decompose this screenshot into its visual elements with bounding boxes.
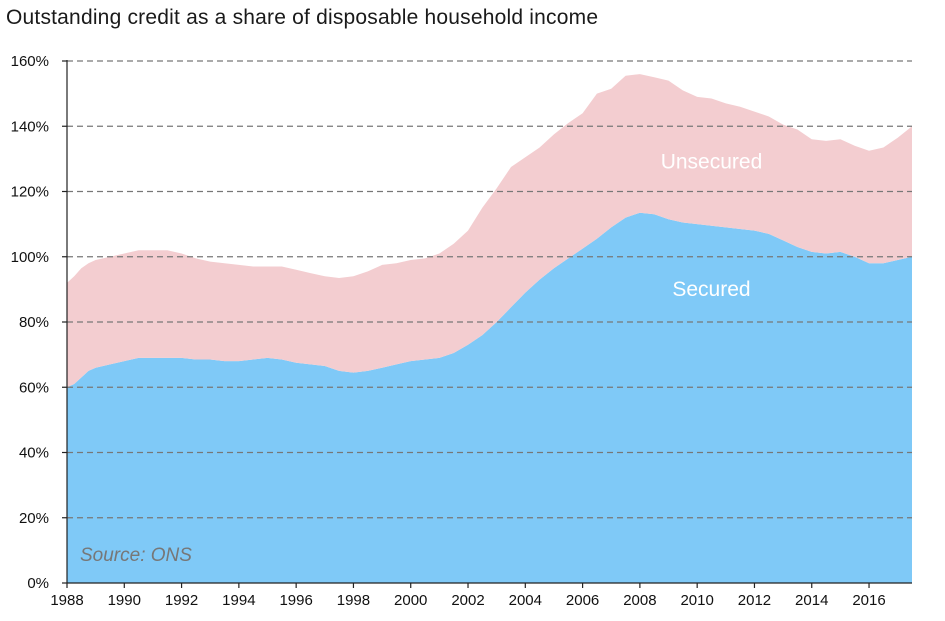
area-secured [67, 212, 912, 583]
series-label-unsecured: Unsecured [661, 151, 763, 174]
x-tick-label: 2000 [394, 592, 427, 609]
y-tick-label: 160% [11, 53, 49, 70]
x-tick-label: 2014 [795, 592, 828, 609]
series-label-secured: Secured [672, 278, 750, 301]
x-tick-label: 1996 [279, 592, 312, 609]
y-tick-labels: 0% 20% 40% 60% 80% 100% 120% 140% 160% [11, 53, 49, 592]
x-tick-label: 1990 [108, 592, 141, 609]
axes [62, 60, 912, 588]
area-unsecured [67, 74, 912, 388]
area-layer [67, 74, 912, 583]
x-tick-label: 1988 [50, 592, 83, 609]
x-tick-label: 2016 [852, 592, 885, 609]
chart-title: Outstanding credit as a share of disposa… [6, 6, 599, 29]
y-tick-label: 80% [19, 314, 49, 331]
y-tick-label: 60% [19, 379, 49, 396]
x-tick-label: 1994 [222, 592, 255, 609]
x-tick-label: 1992 [165, 592, 198, 609]
gridlines [67, 60, 912, 519]
x-tick-label: 2010 [680, 592, 713, 609]
x-tick-label: 2002 [451, 592, 484, 609]
y-tick-label: 100% [11, 249, 49, 266]
x-tick-label: 2004 [509, 592, 542, 609]
y-tick-label: 140% [11, 118, 49, 135]
x-tick-label: 1998 [337, 592, 370, 609]
series-labels: Secured Unsecured [661, 151, 763, 301]
y-tick-label: 40% [19, 445, 49, 462]
x-tick-label: 2012 [738, 592, 771, 609]
source-note: Source: ONS [80, 545, 192, 566]
x-tick-label: 2006 [566, 592, 599, 609]
y-tick-label: 0% [27, 575, 49, 592]
x-tick-label: 2008 [623, 592, 656, 609]
x-tick-labels: 1988 1990 1992 1994 1996 1998 2000 2002 2004 2006… [50, 592, 885, 609]
y-tick-label: 120% [11, 184, 49, 201]
y-tick-label: 20% [19, 510, 49, 527]
